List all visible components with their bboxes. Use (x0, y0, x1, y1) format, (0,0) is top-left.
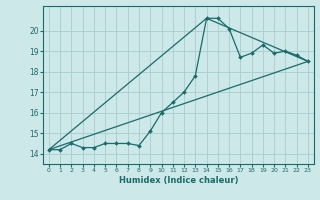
X-axis label: Humidex (Indice chaleur): Humidex (Indice chaleur) (119, 176, 238, 185)
